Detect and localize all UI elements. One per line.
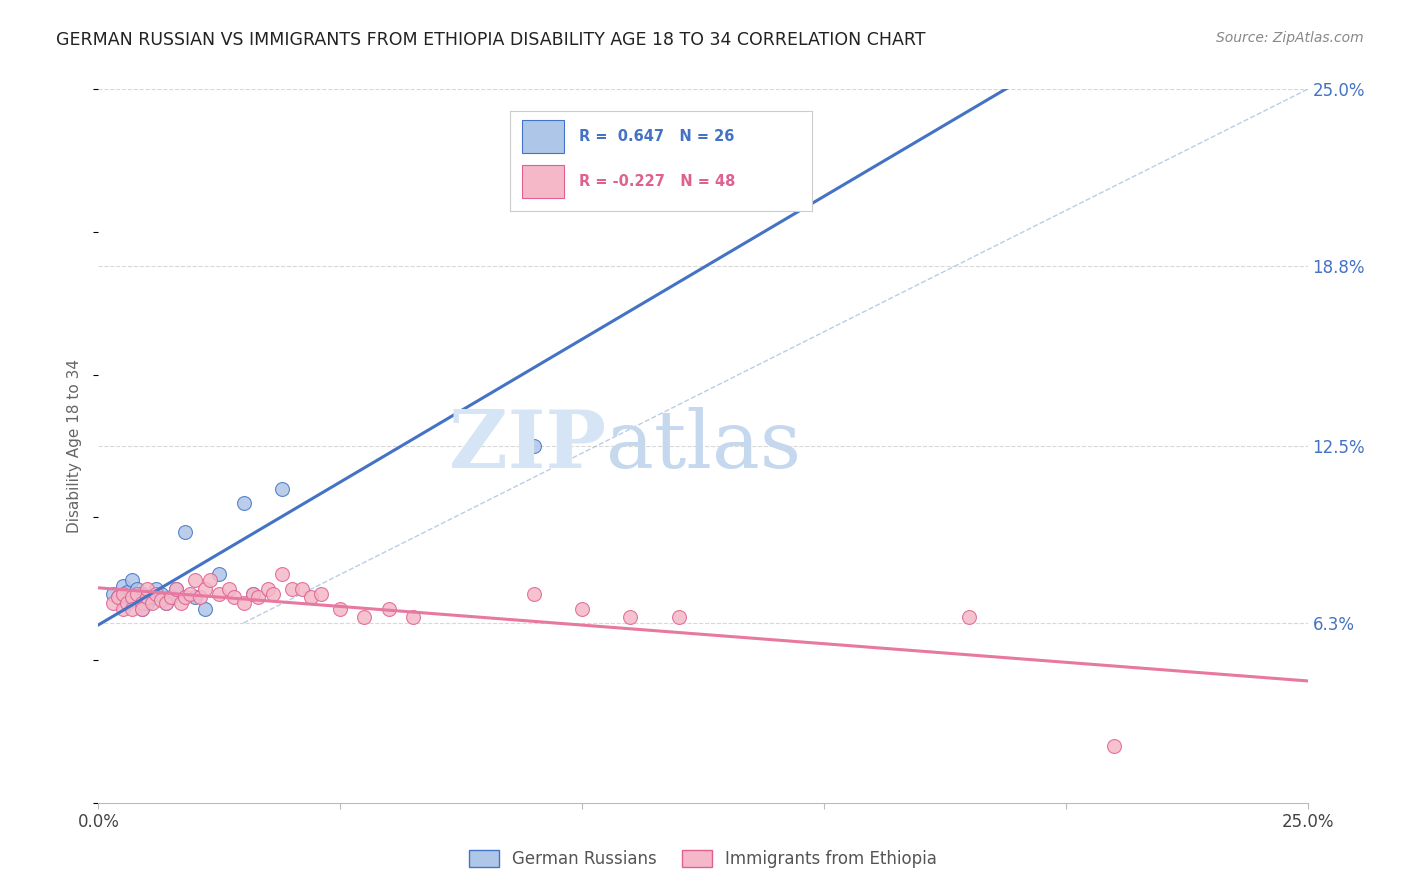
- Point: [194, 582, 217, 596]
- Point: [107, 591, 129, 605]
- Y-axis label: Disability Age 18 to 34: Disability Age 18 to 34: [67, 359, 83, 533]
- Point: [127, 587, 149, 601]
- Point: [135, 582, 157, 596]
- Point: [198, 573, 221, 587]
- Point: [160, 591, 183, 605]
- Point: [107, 591, 129, 605]
- Point: [281, 582, 304, 596]
- Point: [523, 439, 546, 453]
- Text: Source: ZipAtlas.com: Source: ZipAtlas.com: [1216, 31, 1364, 45]
- Point: [141, 596, 163, 610]
- Point: [571, 601, 593, 615]
- Point: [101, 587, 124, 601]
- Point: [290, 582, 312, 596]
- Point: [208, 587, 231, 601]
- Point: [121, 593, 143, 607]
- Point: [111, 579, 134, 593]
- Point: [299, 591, 322, 605]
- Point: [141, 591, 163, 605]
- Point: [232, 596, 254, 610]
- Point: [222, 591, 245, 605]
- Point: [184, 591, 207, 605]
- Point: [127, 587, 149, 601]
- Point: [309, 587, 332, 601]
- Point: [208, 567, 231, 582]
- Point: [135, 591, 157, 605]
- Point: [271, 567, 294, 582]
- Point: [117, 584, 139, 599]
- Point: [377, 601, 399, 615]
- Point: [957, 610, 980, 624]
- Text: atlas: atlas: [606, 407, 801, 485]
- Point: [174, 524, 197, 539]
- Point: [218, 582, 240, 596]
- Text: ZIP: ZIP: [450, 407, 606, 485]
- Point: [127, 582, 149, 596]
- Point: [619, 610, 641, 624]
- Point: [121, 601, 143, 615]
- Point: [117, 596, 139, 610]
- Point: [242, 587, 264, 601]
- Point: [179, 587, 201, 601]
- Point: [111, 601, 134, 615]
- Point: [145, 587, 167, 601]
- Point: [262, 587, 284, 601]
- Point: [402, 610, 425, 624]
- Point: [232, 496, 254, 510]
- Point: [160, 591, 183, 605]
- Point: [155, 596, 177, 610]
- Point: [271, 482, 294, 496]
- Point: [131, 587, 153, 601]
- Legend: German Russians, Immigrants from Ethiopia: German Russians, Immigrants from Ethiopi…: [463, 843, 943, 875]
- Point: [184, 573, 207, 587]
- Point: [131, 601, 153, 615]
- Point: [131, 596, 153, 610]
- Point: [174, 591, 197, 605]
- Point: [668, 610, 690, 624]
- Point: [1102, 739, 1125, 753]
- Point: [155, 596, 177, 610]
- Point: [165, 582, 187, 596]
- Point: [150, 587, 173, 601]
- Point: [111, 587, 134, 601]
- Point: [523, 587, 546, 601]
- Point: [169, 596, 191, 610]
- Point: [121, 591, 143, 605]
- Point: [135, 596, 157, 610]
- Point: [353, 610, 375, 624]
- Point: [150, 593, 173, 607]
- Point: [101, 596, 124, 610]
- Point: [716, 182, 738, 196]
- Text: GERMAN RUSSIAN VS IMMIGRANTS FROM ETHIOPIA DISABILITY AGE 18 TO 34 CORRELATION C: GERMAN RUSSIAN VS IMMIGRANTS FROM ETHIOP…: [56, 31, 925, 49]
- Point: [194, 601, 217, 615]
- Point: [188, 591, 211, 605]
- Point: [165, 582, 187, 596]
- Point: [256, 582, 278, 596]
- Point: [242, 587, 264, 601]
- Point: [247, 591, 270, 605]
- Point: [131, 601, 153, 615]
- Point: [329, 601, 352, 615]
- Point: [145, 582, 167, 596]
- Point: [121, 573, 143, 587]
